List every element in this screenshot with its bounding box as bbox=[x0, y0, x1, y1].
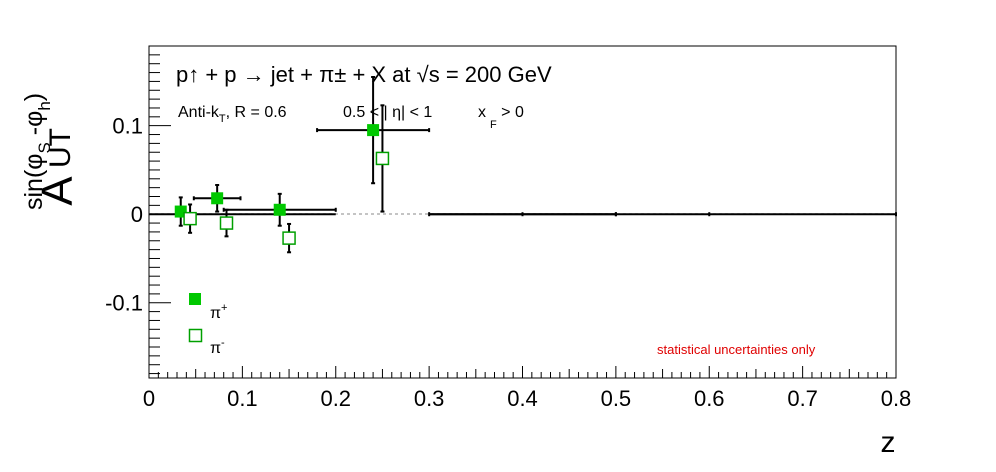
x-tick-labels: 0 0.1 0.2 0.3 0.4 0.5 0.6 0.7 0.8 bbox=[143, 386, 911, 411]
pi-plus-point bbox=[273, 203, 286, 216]
chart-subtitle: Anti-kT, R = 0.6 bbox=[178, 104, 287, 125]
axis-ticks bbox=[148, 54, 897, 378]
x-tick-label: 0.1 bbox=[227, 386, 258, 411]
y-tick-label: -0.1 bbox=[105, 291, 143, 316]
pi-minus-point bbox=[375, 151, 390, 166]
y-tick-label: 0 bbox=[131, 202, 143, 227]
chart-title: p↑ + p → jet + π± + X at √s = 200 GeV bbox=[176, 62, 552, 87]
legend-pi-plus-symbol: π bbox=[210, 305, 221, 322]
legend-label-pi-plus: π+ bbox=[210, 302, 227, 322]
y-label-sub: UT bbox=[44, 128, 77, 168]
legend-pi-minus-charge: - bbox=[221, 337, 225, 349]
y-label-sup-end: ) bbox=[20, 93, 48, 101]
y-tick-label: 0.1 bbox=[112, 114, 143, 139]
y-label-sup: sin(φS -φh) bbox=[20, 93, 54, 210]
pi-minus-point bbox=[219, 216, 234, 230]
legend-marker-pi-plus bbox=[189, 293, 201, 305]
pi-plus-point bbox=[211, 192, 224, 205]
x-tick-label: 0.2 bbox=[320, 386, 351, 411]
subtitle-jet: Anti-k bbox=[178, 104, 220, 121]
x-tick-label: 0 bbox=[143, 386, 155, 411]
subtitle-xf-rest: > 0 bbox=[497, 104, 524, 121]
y-label-sup-h: h bbox=[35, 101, 54, 110]
subtitle-jet-rest: , R = 0.6 bbox=[226, 104, 287, 121]
subtitle-xf: xF > 0 bbox=[478, 104, 524, 131]
legend-pi-minus-symbol: π bbox=[210, 340, 221, 357]
plot-frame bbox=[148, 45, 897, 379]
y-label-main: A bbox=[33, 176, 82, 206]
subtitle-xf-sub: F bbox=[490, 119, 497, 131]
x-tick-label: 0.4 bbox=[507, 386, 538, 411]
subtitle-xf-label: x bbox=[478, 104, 486, 121]
subtitle-jet-sub: T bbox=[219, 113, 226, 125]
x-tick-label: 0.5 bbox=[601, 386, 632, 411]
uncertainty-note: statistical uncertainties only bbox=[657, 342, 816, 357]
legend-label-pi-minus: π- bbox=[210, 337, 225, 357]
pi-minus-point bbox=[183, 211, 197, 226]
x-axis-label: z bbox=[881, 426, 896, 459]
legend-pi-plus-charge: + bbox=[221, 302, 227, 314]
x-tick-label: 0.7 bbox=[787, 386, 818, 411]
data-markers bbox=[174, 124, 897, 245]
y-tick-labels: 0.1 0 -0.1 bbox=[105, 114, 143, 316]
pi-minus-point bbox=[282, 231, 296, 245]
y-axis-label: A UT sin(φS -φh) bbox=[20, 93, 82, 210]
y-label-sup-open: sin(φ bbox=[20, 154, 48, 211]
y-label-sup-s: S bbox=[35, 142, 54, 153]
x-tick-label: 0.6 bbox=[694, 386, 725, 411]
pi-plus-point bbox=[367, 124, 380, 137]
legend-marker-pi-minus bbox=[188, 328, 203, 343]
y-label-sup-mid: -φ bbox=[20, 111, 48, 142]
legend: π+ π- bbox=[188, 293, 227, 357]
subtitle-eta: 0.5 < | η| < 1 bbox=[343, 104, 432, 121]
x-tick-label: 0.8 bbox=[881, 386, 912, 411]
x-tick-label: 0.3 bbox=[414, 386, 445, 411]
